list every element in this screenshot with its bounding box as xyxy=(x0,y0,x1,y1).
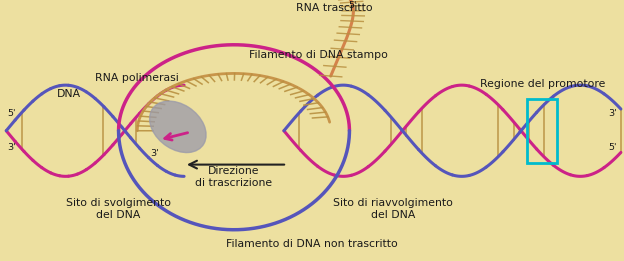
Text: 3': 3' xyxy=(608,109,617,118)
Text: Sito di svolgimento
del DNA: Sito di svolgimento del DNA xyxy=(66,198,171,220)
Bar xyxy=(527,99,557,163)
Text: Filamento di DNA non trascritto: Filamento di DNA non trascritto xyxy=(226,239,398,249)
Text: DNA: DNA xyxy=(57,89,80,99)
Text: Sito di riavvolgimento
del DNA: Sito di riavvolgimento del DNA xyxy=(333,198,453,220)
Text: 5': 5' xyxy=(608,143,617,152)
Text: 3': 3' xyxy=(150,150,159,158)
Text: 5': 5' xyxy=(348,1,357,10)
Text: Direzione
di trascrizione: Direzione di trascrizione xyxy=(195,166,273,187)
Text: Filamento di DNA stampo: Filamento di DNA stampo xyxy=(249,50,388,60)
Text: Regione del promotore: Regione del promotore xyxy=(480,79,605,89)
Text: RNA trascritto: RNA trascritto xyxy=(296,3,372,13)
Text: 3': 3' xyxy=(7,143,16,152)
Text: RNA polimerasi: RNA polimerasi xyxy=(95,73,179,84)
Ellipse shape xyxy=(150,101,206,153)
Text: 5': 5' xyxy=(7,109,16,118)
